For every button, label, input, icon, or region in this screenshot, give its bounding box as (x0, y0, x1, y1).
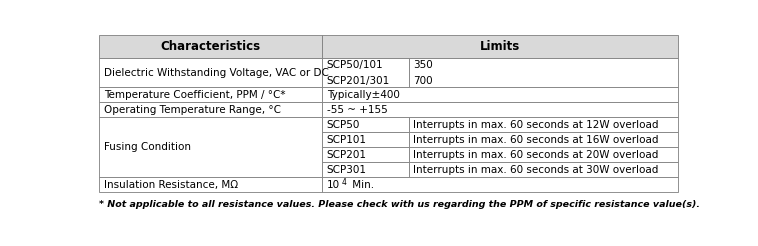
Bar (99, 117, 322, 177)
Bar (99, 58, 322, 87)
Text: 10: 10 (327, 180, 340, 190)
Bar (322, 58, 409, 87)
Text: Operating Temperature Range, °C: Operating Temperature Range, °C (104, 105, 281, 115)
Text: SCP301: SCP301 (327, 165, 367, 175)
Text: Characteristics: Characteristics (161, 40, 261, 53)
Text: SCP101: SCP101 (327, 135, 367, 145)
Bar (322, 102, 678, 117)
Bar (409, 162, 678, 177)
Text: * Not applicable to all resistance values. Please check with us regarding the PP: * Not applicable to all resistance value… (99, 200, 700, 210)
Text: Temperature Coefficient, PPM / °C*: Temperature Coefficient, PPM / °C* (104, 90, 286, 100)
Text: SCP50: SCP50 (327, 120, 360, 130)
Text: 700: 700 (413, 76, 433, 86)
Text: 4: 4 (342, 178, 347, 187)
Bar (409, 117, 678, 132)
Bar (322, 117, 409, 132)
Text: Interrupts in max. 60 seconds at 12W overload: Interrupts in max. 60 seconds at 12W ove… (413, 120, 659, 130)
Bar (322, 132, 409, 147)
Bar (99, 177, 322, 192)
Bar (409, 147, 678, 162)
Bar (322, 35, 678, 58)
Text: SCP50/101: SCP50/101 (327, 60, 384, 70)
Text: Fusing Condition: Fusing Condition (104, 142, 191, 152)
Bar (409, 58, 678, 87)
Text: Insulation Resistance, MΩ: Insulation Resistance, MΩ (104, 180, 238, 190)
Text: Dielectric Withstanding Voltage, VAC or DC: Dielectric Withstanding Voltage, VAC or … (104, 68, 329, 78)
Text: Interrupts in max. 60 seconds at 20W overload: Interrupts in max. 60 seconds at 20W ove… (413, 150, 659, 160)
Bar (99, 87, 322, 102)
Text: Interrupts in max. 60 seconds at 30W overload: Interrupts in max. 60 seconds at 30W ove… (413, 165, 659, 175)
Bar (322, 162, 409, 177)
Text: -55 ~ +155: -55 ~ +155 (327, 105, 387, 115)
Text: Interrupts in max. 60 seconds at 16W overload: Interrupts in max. 60 seconds at 16W ove… (413, 135, 659, 145)
Text: Limits: Limits (480, 40, 520, 53)
Bar (322, 147, 409, 162)
Bar (322, 177, 678, 192)
Text: SCP201/301: SCP201/301 (327, 76, 390, 86)
Bar (409, 132, 678, 147)
Text: Min.: Min. (349, 180, 374, 190)
Text: Typically±400: Typically±400 (327, 90, 399, 100)
Bar (322, 87, 678, 102)
Text: 350: 350 (413, 60, 433, 70)
Bar (99, 102, 322, 117)
Text: SCP201: SCP201 (327, 150, 367, 160)
Bar (99, 35, 322, 58)
